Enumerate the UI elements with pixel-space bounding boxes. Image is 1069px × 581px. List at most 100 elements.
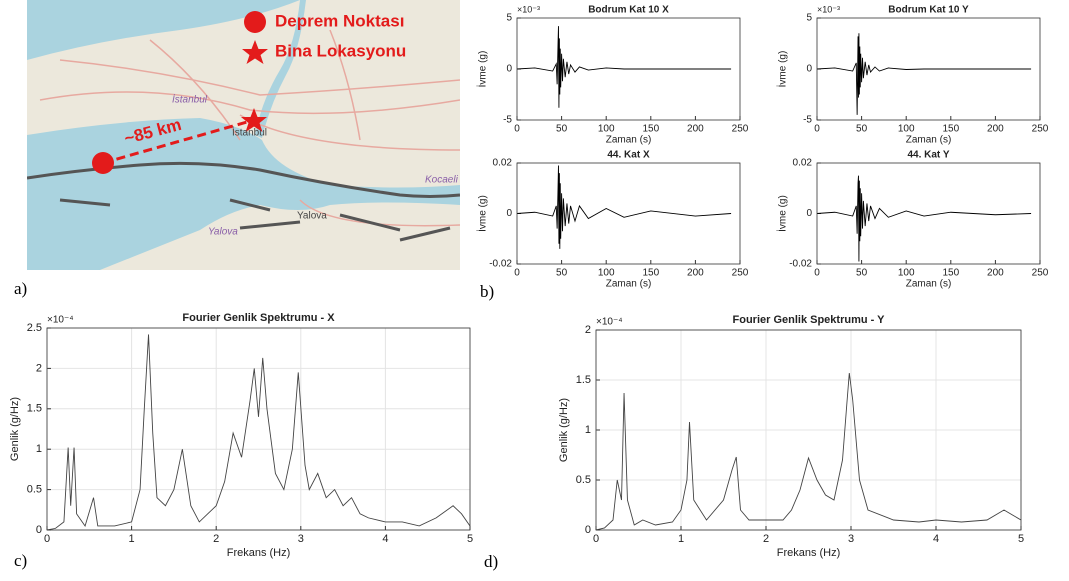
- map: Deprem Noktası Bina Lokasyonu ~85 km İst…: [27, 0, 460, 270]
- x-axis-label: Frekans (Hz): [227, 547, 291, 559]
- x-tick-label: 200: [687, 268, 704, 279]
- x-tick-label: 250: [732, 124, 749, 135]
- y-tick-label: 1.5: [27, 403, 42, 415]
- x-tick-label: 4: [933, 533, 939, 545]
- place-label: Yalova: [297, 211, 327, 222]
- plot-area: [517, 163, 740, 264]
- y-axis-label: Genlik (g/Hz): [9, 397, 21, 461]
- y-tick-label: 0: [506, 208, 512, 219]
- x-tick-label: 5: [467, 533, 473, 545]
- panel-label: b): [480, 282, 494, 301]
- y-axis-label: İvme (g): [476, 51, 489, 88]
- x-tick-label: 4: [382, 533, 388, 545]
- plot-area: [47, 328, 470, 530]
- y-axis-label: İvme (g): [476, 195, 489, 232]
- y-axis-label: İvme (g): [776, 195, 789, 232]
- x-tick-label: 0: [514, 268, 520, 279]
- y-tick-label: 0: [585, 524, 591, 536]
- x-tick-label: 100: [898, 124, 915, 135]
- place-label: Kocaeli: [425, 175, 459, 186]
- y-axis-label: İvme (g): [776, 51, 789, 88]
- chart-title: Bodrum Kat 10 Y: [888, 5, 969, 16]
- legend-circle: [244, 11, 266, 33]
- panel-label: c): [14, 551, 27, 570]
- y-tick-label: 0: [806, 64, 812, 75]
- x-tick-label: 0: [44, 533, 50, 545]
- y-scale-label: ×10⁻⁴: [47, 315, 74, 326]
- x-tick-label: 0: [814, 124, 820, 135]
- x-tick-label: 3: [848, 533, 854, 545]
- y-tick-label: 1: [36, 443, 42, 455]
- x-tick-label: 250: [732, 268, 749, 279]
- place-label: Yalova: [208, 227, 238, 238]
- y-tick-label: -0.02: [789, 259, 812, 270]
- x-tick-label: 150: [942, 124, 959, 135]
- panel-label: a): [14, 279, 27, 298]
- y-axis-label: Genlik (g/Hz): [558, 398, 570, 462]
- x-tick-label: 150: [642, 124, 659, 135]
- chart-title: Fourier Genlik Spektrumu - Y: [733, 314, 886, 326]
- x-tick-label: 2: [213, 533, 219, 545]
- place-label: İstanbul: [232, 126, 267, 139]
- x-axis-label: Zaman (s): [906, 279, 952, 290]
- plot-area: [817, 163, 1040, 264]
- y-tick-label: 2: [36, 362, 42, 374]
- x-tick-label: 250: [1032, 268, 1049, 279]
- y-tick-label: 1: [585, 424, 591, 436]
- y-tick-label: 0.02: [793, 158, 813, 169]
- x-axis-label: Frekans (Hz): [777, 547, 841, 559]
- x-tick-label: 150: [642, 268, 659, 279]
- y-tick-label: 2: [585, 324, 591, 336]
- x-tick-label: 50: [556, 268, 568, 279]
- x-tick-label: 200: [987, 268, 1004, 279]
- y-tick-label: 0: [806, 208, 812, 219]
- y-tick-label: 5: [806, 13, 812, 24]
- y-tick-label: 0.5: [576, 474, 591, 486]
- epicenter-marker: [92, 152, 114, 174]
- x-axis-label: Zaman (s): [606, 279, 652, 290]
- y-tick-label: 2.5: [27, 322, 42, 334]
- panel-label: d): [484, 552, 498, 571]
- x-tick-label: 1: [129, 533, 135, 545]
- y-scale-label: ×10⁻³: [817, 4, 840, 14]
- x-tick-label: 200: [987, 124, 1004, 135]
- x-tick-label: 100: [898, 268, 915, 279]
- x-tick-label: 100: [598, 124, 615, 135]
- x-tick-label: 0: [514, 124, 520, 135]
- x-tick-label: 50: [856, 268, 868, 279]
- y-tick-label: -5: [803, 115, 812, 126]
- place-label: İstanbul: [172, 94, 208, 106]
- x-tick-label: 0: [593, 533, 599, 545]
- x-tick-label: 250: [1032, 124, 1049, 135]
- y-tick-label: 5: [506, 13, 512, 24]
- x-tick-label: 200: [687, 124, 704, 135]
- y-scale-label: ×10⁻⁴: [596, 317, 623, 328]
- chart-title: 44. Kat Y: [907, 150, 949, 161]
- x-tick-label: 50: [856, 124, 868, 135]
- y-scale-label: ×10⁻³: [517, 4, 540, 14]
- x-axis-label: Zaman (s): [906, 135, 952, 146]
- figure: Deprem Noktası Bina Lokasyonu ~85 km İst…: [0, 0, 1069, 576]
- legend-label: Bina Lokasyonu: [275, 41, 406, 60]
- y-tick-label: 0: [506, 64, 512, 75]
- x-tick-label: 5: [1018, 533, 1024, 545]
- y-tick-label: -5: [503, 115, 512, 126]
- x-tick-label: 0: [814, 268, 820, 279]
- x-tick-label: 50: [556, 124, 568, 135]
- x-tick-label: 150: [942, 268, 959, 279]
- y-tick-label: -0.02: [489, 259, 512, 270]
- x-tick-label: 100: [598, 268, 615, 279]
- x-axis-label: Zaman (s): [606, 135, 652, 146]
- x-tick-label: 3: [298, 533, 304, 545]
- y-tick-label: 0.02: [493, 158, 513, 169]
- chart-title: Bodrum Kat 10 X: [588, 5, 669, 16]
- chart-title: Fourier Genlik Spektrumu - X: [182, 312, 335, 324]
- legend-label: Deprem Noktası: [275, 11, 404, 30]
- y-tick-label: 0.5: [27, 484, 42, 496]
- x-tick-label: 1: [678, 533, 684, 545]
- y-tick-label: 1.5: [576, 374, 591, 386]
- x-tick-label: 2: [763, 533, 769, 545]
- page: {"map": {"legend": ["Deprem Noktası", "B…: [0, 0, 1069, 576]
- y-tick-label: 0: [36, 524, 42, 536]
- chart-title: 44. Kat X: [607, 150, 650, 161]
